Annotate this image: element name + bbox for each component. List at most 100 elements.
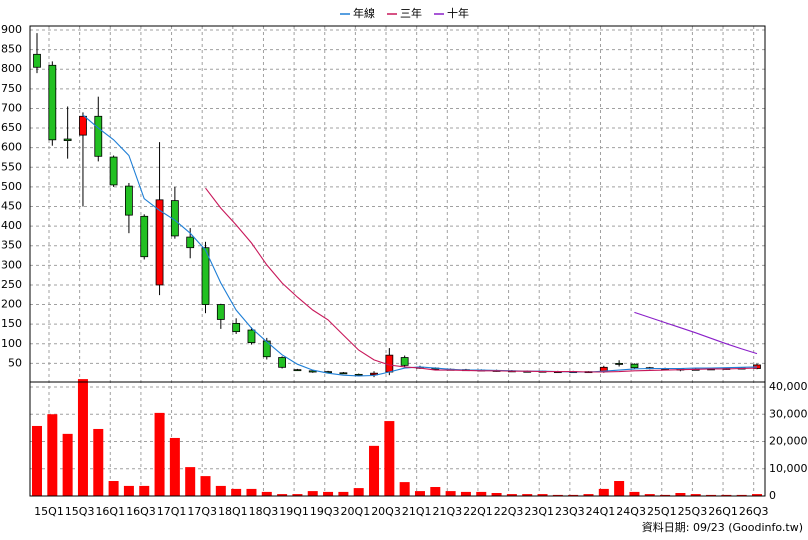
y-tick-label: 900	[1, 23, 22, 36]
x-tick-label: 17Q3	[187, 505, 217, 518]
candle-body	[140, 215, 149, 258]
x-tick-label: 17Q1	[157, 505, 187, 518]
y-tick-label: 550	[1, 160, 22, 173]
candle-body	[278, 357, 287, 368]
x-tick-label: 18Q3	[249, 505, 279, 518]
x-tick-label: 21Q1	[402, 505, 432, 518]
candle-body	[79, 115, 87, 136]
volume-bar	[384, 421, 395, 496]
volume-bar	[568, 494, 579, 496]
y-tick-label: 700	[1, 101, 22, 114]
y-tick-label: 450	[1, 200, 22, 213]
y2-tick-label: 20,000	[769, 435, 808, 448]
candle-body	[262, 340, 271, 358]
candle-body	[216, 304, 225, 320]
x-tick-label: 25Q3	[678, 505, 708, 518]
candle-body	[247, 329, 256, 344]
marks	[32, 33, 762, 496]
candle-body	[186, 236, 195, 249]
volume-bar	[522, 494, 533, 496]
x-tick-label: 15Q3	[65, 505, 95, 518]
candle-body	[339, 372, 348, 375]
volume-bar	[491, 493, 502, 496]
volume-bar	[399, 482, 410, 496]
candle-body	[370, 372, 378, 376]
candle-body	[48, 64, 57, 141]
volume-bar	[353, 488, 364, 496]
volume-bar	[721, 494, 732, 496]
y2-tick-label: 0	[769, 489, 776, 502]
volume-bar	[598, 488, 609, 496]
ma-line	[82, 114, 758, 377]
volume-bar	[537, 494, 548, 496]
candle-body	[155, 199, 164, 286]
y-tick-label: 50	[8, 356, 22, 369]
volume-bar	[200, 476, 211, 496]
x-tick-label: 24Q3	[616, 505, 646, 518]
x-tick-label: 25Q1	[647, 505, 677, 518]
y-tick-label: 400	[1, 219, 22, 232]
y-tick-label: 300	[1, 258, 22, 271]
y2-tick-label: 30,000	[769, 407, 808, 420]
x-tick-label: 16Q3	[126, 505, 156, 518]
volume-bar	[614, 481, 625, 496]
volume-bar	[139, 485, 150, 496]
volume-frame	[29, 381, 766, 497]
volume-bar	[231, 488, 242, 496]
volume-bar	[215, 485, 226, 496]
volume-bar	[690, 494, 701, 496]
x-tick-label: 26Q1	[708, 505, 738, 518]
volume-bar	[445, 491, 456, 496]
candle-body	[354, 373, 363, 376]
volume-bar	[644, 494, 655, 496]
y-tick-label: 100	[1, 337, 22, 350]
candle-body	[33, 53, 41, 68]
candle-body	[109, 156, 118, 186]
x-tick-label: 20Q1	[341, 505, 371, 518]
x-tick-label: 15Q1	[34, 505, 64, 518]
volume-bar	[292, 494, 303, 496]
grid	[30, 26, 765, 497]
candle-body	[615, 362, 624, 365]
x-tick-label: 19Q3	[310, 505, 340, 518]
legend-label: 十年	[447, 6, 469, 20]
candle-body	[293, 369, 302, 372]
x-tick-label: 24Q1	[586, 505, 616, 518]
y-tick-label: 750	[1, 82, 22, 95]
x-tick-label: 19Q1	[279, 505, 309, 518]
y-tick-label: 650	[1, 121, 22, 134]
volume-bar	[154, 412, 165, 496]
volume-bar	[660, 494, 671, 496]
volume-bar	[323, 491, 334, 496]
x-tick-label: 22Q3	[494, 505, 524, 518]
y-tick-label: 200	[1, 298, 22, 311]
x-tick-label: 23Q3	[555, 505, 585, 518]
volume-bar	[414, 491, 425, 496]
candle-body	[385, 354, 394, 373]
candle-body	[232, 322, 241, 333]
volume-bar	[629, 491, 640, 496]
candle-body	[94, 115, 103, 157]
x-tick-label: 20Q3	[371, 505, 401, 518]
x-tick-label: 16Q1	[95, 505, 125, 518]
candle-body	[630, 363, 639, 369]
volume-bar	[185, 467, 196, 496]
volume-bar	[430, 487, 441, 496]
candle-body	[308, 370, 317, 373]
volume-bar	[476, 491, 487, 496]
y2-tick-label: 10,000	[769, 462, 808, 475]
y-tick-label: 150	[1, 317, 22, 330]
y-tick-label: 800	[1, 62, 22, 75]
y-tick-label: 850	[1, 43, 22, 56]
volume-bar	[307, 491, 318, 496]
volume-bar	[752, 494, 762, 496]
volume-bar	[47, 414, 58, 496]
volume-bar	[338, 491, 349, 496]
candle-body	[400, 357, 409, 366]
volume-bar	[706, 494, 717, 496]
volume-bar	[169, 437, 180, 496]
volume-bar	[506, 494, 517, 496]
volume-bar	[583, 494, 594, 496]
y-tick-label: 500	[1, 180, 22, 193]
ma-line	[205, 187, 758, 373]
